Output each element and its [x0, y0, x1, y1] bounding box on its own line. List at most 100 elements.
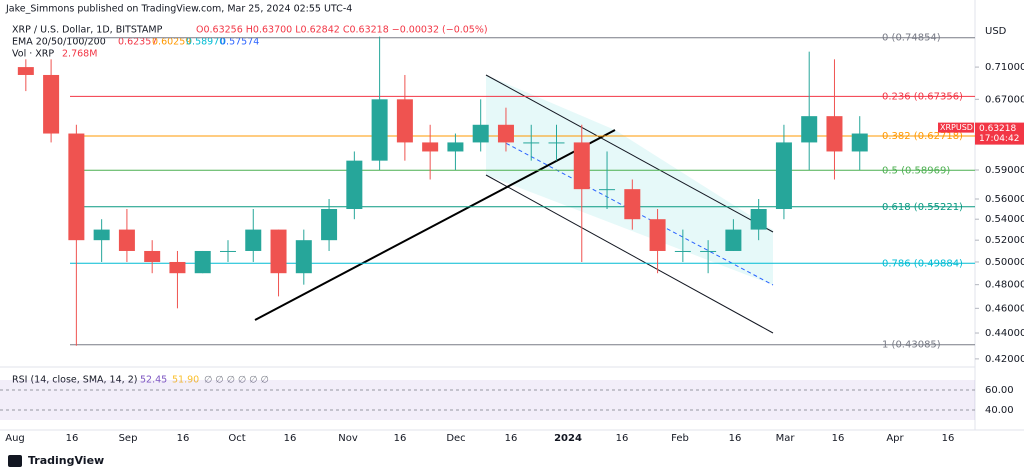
rsi-value: 51.90: [172, 375, 199, 386]
x-tick-label: Dec: [446, 433, 465, 444]
ema-value: 0.57574: [220, 37, 259, 48]
candle-body: [43, 74, 60, 134]
candle-body: [472, 124, 489, 143]
x-tick-label: 16: [177, 433, 190, 444]
candle-body: [422, 142, 439, 152]
price-tag-price: 0.63218: [979, 124, 1016, 134]
x-tick-label: 2024: [554, 433, 582, 444]
ema-label: EMA 20/50/100/200: [12, 37, 106, 48]
candle-body: [17, 67, 34, 75]
y-tick-label: 0.52000: [985, 235, 1024, 246]
x-tick-label: 16: [832, 433, 845, 444]
candle-body: [245, 229, 262, 251]
x-tick-label: Apr: [886, 433, 904, 444]
x-tick-label: 16: [942, 433, 955, 444]
brand: TradingView: [28, 454, 104, 467]
fib-label: 1 (0.43085): [882, 340, 941, 351]
symbol: XRP / U.S. Dollar, 1D, BITSTAMP: [12, 25, 163, 36]
candle-body: [219, 250, 236, 252]
candle-body: [497, 124, 514, 143]
candle-body: [169, 261, 186, 274]
ohlc: O0.63256 H0.63700 L0.62842 C0.63218 −0.0…: [196, 25, 488, 36]
fib-label: 0.236 (0.67356): [882, 91, 963, 102]
y-tick-label: 0.71000: [985, 62, 1024, 73]
fib-label: 0 (0.74854): [882, 33, 941, 44]
x-tick-label: 16: [284, 433, 297, 444]
price-tag-symbol: XRPUSD: [940, 123, 973, 132]
x-tick-label: Mar: [776, 433, 796, 444]
price-tag-bg: [975, 122, 1024, 145]
fib-label: 0.786 (0.49884): [882, 258, 963, 269]
x-tick-label: 16: [729, 433, 742, 444]
byline: Jake_Simmons published on TradingView.co…: [5, 4, 352, 15]
candle-body: [447, 142, 464, 152]
currency: USD: [985, 26, 1007, 37]
channel-line: [485, 174, 774, 334]
channel-fill: [486, 75, 773, 285]
candle-body: [346, 160, 363, 210]
candle-body: [548, 142, 565, 144]
x-tick-label: Nov: [338, 433, 358, 444]
candle-body: [371, 99, 388, 161]
ema-value: 0.60259: [152, 37, 191, 48]
x-tick-label: Aug: [5, 433, 25, 444]
y-tick-label: 0.54000: [985, 214, 1024, 225]
candle-body: [295, 240, 312, 274]
candle-body: [826, 116, 843, 152]
y-tick-label: 0.56000: [985, 194, 1024, 205]
channel-line: [485, 74, 774, 233]
candle-body: [523, 142, 540, 144]
candle-body: [725, 229, 742, 251]
candle-body: [674, 250, 691, 252]
vol-value: 2.768M: [62, 49, 97, 60]
candle-body: [321, 209, 338, 241]
y-tick-label: 0.42000: [985, 354, 1024, 365]
price-tag-bg: [938, 122, 974, 133]
x-tick-label: 16: [505, 433, 518, 444]
vol-label: Vol · XRP: [12, 49, 54, 60]
x-tick-label: Oct: [228, 433, 245, 444]
candle-body: [624, 189, 641, 220]
ema-value: 0.62357: [118, 37, 157, 48]
rsi-value: 52.45: [140, 375, 167, 386]
y-tick-label: 0.46000: [985, 303, 1024, 314]
rsi-label: RSI (14, close, SMA, 14, 2): [12, 375, 137, 386]
ema-value: 0.58970: [186, 37, 225, 48]
candle-body: [700, 250, 717, 252]
brand-logo: [8, 455, 22, 467]
candle-body: [68, 133, 85, 241]
candle-body: [775, 142, 792, 210]
candle-body: [573, 142, 590, 190]
candle-body: [599, 189, 616, 191]
candle-body: [93, 229, 110, 241]
price-tag-countdown: 17:04:42: [979, 134, 1019, 144]
y-tick-label: 0.44000: [985, 328, 1024, 339]
candle-body: [801, 116, 818, 143]
x-tick-label: Feb: [671, 433, 689, 444]
candle-body: [750, 209, 767, 230]
fib-label: 0.618 (0.55221): [882, 202, 963, 213]
y-tick-label: 0.50000: [985, 257, 1024, 268]
x-tick-label: 16: [616, 433, 629, 444]
x-tick-label: 16: [394, 433, 407, 444]
candle-body: [270, 229, 287, 274]
y-tick-label: 0.59000: [985, 165, 1024, 176]
rsi-band: [0, 380, 975, 420]
rsi-extra: ∅ ∅ ∅ ∅ ∅ ∅: [204, 375, 269, 386]
candle-body: [144, 250, 161, 262]
rsi-tick-label: 40.00: [985, 405, 1014, 416]
x-tick-label: Sep: [119, 433, 138, 444]
x-tick-label: 16: [66, 433, 79, 444]
candle-body: [118, 229, 135, 251]
fib-label: 0.5 (0.58969): [882, 165, 950, 176]
trend-line: [254, 129, 616, 321]
rsi-tick-label: 60.00: [985, 385, 1014, 396]
candle-body: [194, 250, 211, 274]
y-tick-label: 0.67000: [985, 94, 1024, 105]
fib-label: 0.382 (0.62718): [882, 131, 963, 142]
candle-body: [649, 219, 666, 251]
candle-body: [851, 133, 868, 152]
y-tick-label: 0.48000: [985, 280, 1024, 291]
